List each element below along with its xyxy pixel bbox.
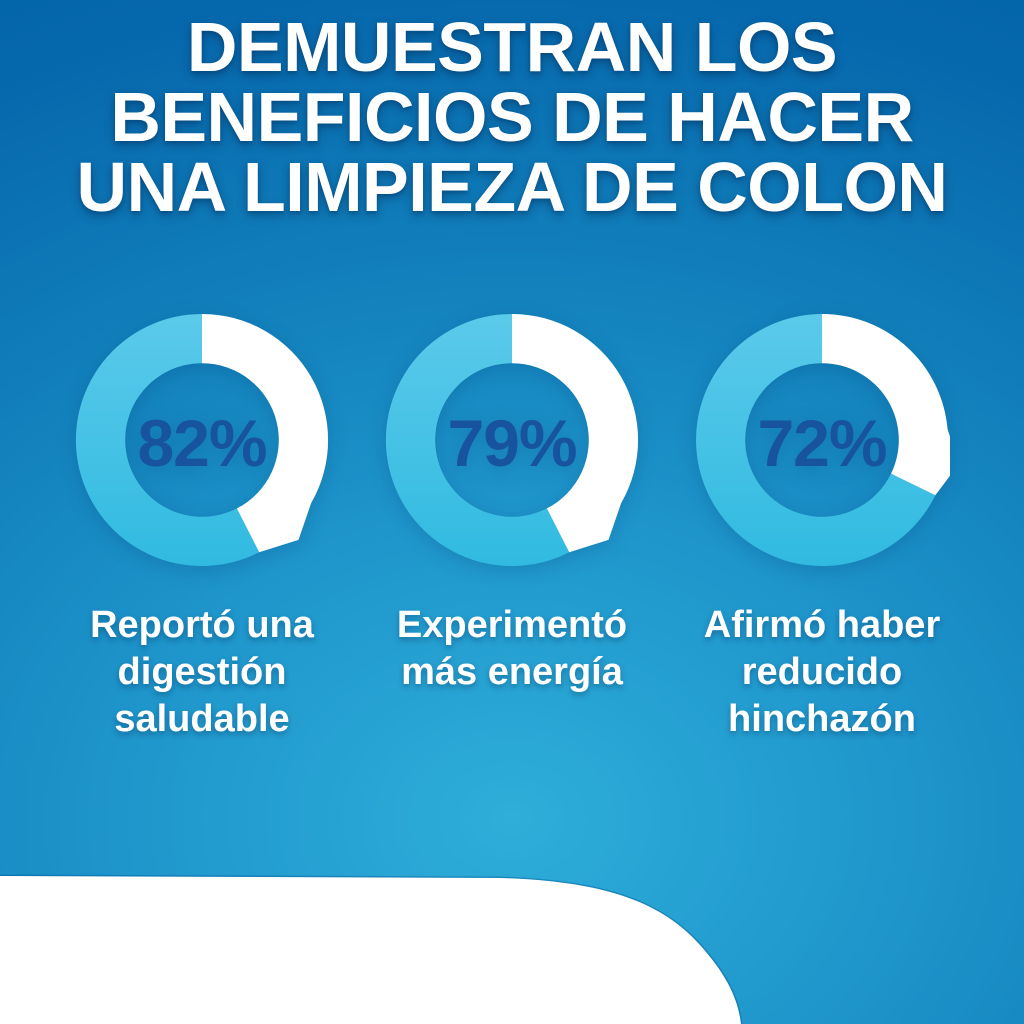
donut-gauge-graphic (696, 313, 950, 567)
stat-caption: Reportó una digestión saludable (90, 604, 314, 741)
infographic-title: DEMUESTRAN LOS BENEFICIOS DE HACER UNA L… (76, 8, 948, 226)
stat-caption: Experimentó más energía (396, 604, 628, 694)
donut-gauge-graphic (75, 313, 329, 567)
stat-card-bloating: 72% Afirmó haber reducido hinchazón (667, 312, 977, 743)
donut-fill-shape (512, 313, 639, 553)
donut-track-arc (385, 313, 570, 567)
stat-card-digestion: 82% Reportó una digestión saludable (47, 312, 357, 743)
stat-caption: Afirmó haber reducido hinchazón (703, 604, 941, 741)
stat-card-energy: 79% Experimentó más energía (357, 312, 667, 743)
donut-track-arc (75, 313, 260, 567)
percent-value: 79% (447, 406, 577, 480)
donut-gauge-79: 79% (384, 312, 640, 568)
bottom-panel-shape (0, 876, 741, 1024)
donut-fill-shape (202, 313, 329, 553)
percent-value: 72% (757, 406, 887, 480)
donut-track-arc (696, 313, 936, 567)
donut-gauge-graphic (385, 313, 639, 567)
donut-gauge-82: 82% (74, 312, 330, 568)
donut-gauge-72: 72% (694, 312, 950, 568)
donut-fill-shape (822, 313, 950, 496)
percent-value: 82% (137, 406, 267, 480)
bottom-panel-edge-shadow (0, 874, 743, 1024)
stats-row: 82% Reportó una digestión saludable 79% … (0, 312, 1024, 743)
